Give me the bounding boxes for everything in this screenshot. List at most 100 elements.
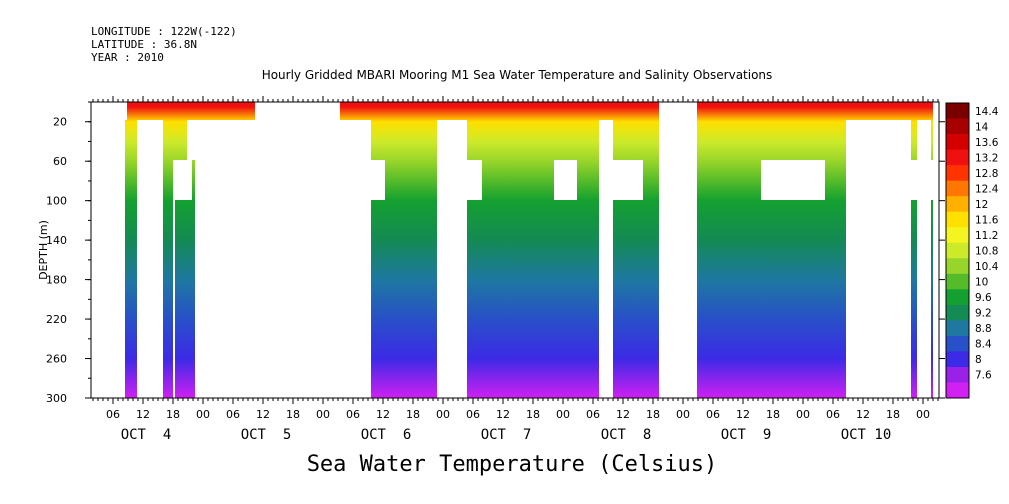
- y-tick-label: 20: [53, 116, 67, 129]
- day-label: OCT 7: [481, 427, 532, 443]
- x-tick-label: 12: [376, 408, 390, 421]
- colorbar-label: 8: [975, 354, 982, 366]
- x-tick-label: 06: [106, 408, 120, 421]
- x-tick-label: 12: [136, 408, 150, 421]
- colorbar-label: 10.4: [975, 261, 999, 273]
- x-tick-label: 06: [226, 408, 240, 421]
- colorbar-swatch: [946, 335, 969, 352]
- colorbar-label: 14.4: [975, 106, 999, 118]
- x-tick-label: 00: [316, 408, 330, 421]
- colorbar-swatch: [946, 273, 969, 290]
- colorbar-swatch: [946, 165, 969, 182]
- colorbar-label: 10: [975, 277, 988, 289]
- colorbar-swatch: [946, 118, 969, 135]
- colorbar-swatch: [946, 196, 969, 213]
- colorbar-swatch: [946, 242, 969, 259]
- colorbar-swatch: [946, 103, 969, 120]
- x-tick-label: 00: [436, 408, 450, 421]
- day-label: OCT 9: [721, 427, 772, 443]
- x-tick-label: 00: [676, 408, 690, 421]
- missing-data-mask: [659, 102, 697, 398]
- x-tick-label: 06: [466, 408, 480, 421]
- colorbar-label: 12.8: [975, 168, 998, 180]
- colorbar-swatch: [946, 211, 969, 228]
- x-tick-label: 06: [586, 408, 600, 421]
- missing-data-mask: [316, 120, 371, 398]
- day-label: OCT 10: [841, 427, 892, 443]
- missing-data-mask: [599, 120, 613, 398]
- x-tick-label: 12: [736, 408, 750, 421]
- y-axis-label: DEPTH (m): [37, 220, 50, 280]
- missing-data-mask: [207, 160, 211, 398]
- missing-data-mask: [554, 160, 577, 200]
- missing-data-mask: [125, 102, 127, 120]
- x-tick-label: 00: [556, 408, 570, 421]
- missing-data-mask: [195, 120, 255, 398]
- colorbar-label: 11.2: [975, 230, 998, 242]
- colorbar-label: 7.6: [975, 370, 992, 382]
- colorbar-frame: [945, 102, 970, 399]
- x-tick-label: 18: [646, 408, 660, 421]
- colorbar-swatch: [946, 320, 969, 337]
- colorbar-label: 12: [975, 199, 988, 211]
- colorbar-label: 8.8: [975, 323, 992, 335]
- x-tick-label: 18: [526, 408, 540, 421]
- colorbar-label: 13.2: [975, 152, 998, 164]
- missing-data-mask: [187, 120, 207, 160]
- x-tick-label: 06: [706, 408, 720, 421]
- colorbar-swatch: [946, 180, 969, 197]
- x-tick-label: 12: [256, 408, 270, 421]
- plot-frame: [90, 101, 940, 399]
- colorbar-label: 12.4: [975, 183, 999, 195]
- missing-data-mask: [255, 102, 325, 398]
- missing-data-mask: [235, 120, 255, 160]
- x-tick-label: 18: [766, 408, 780, 421]
- missing-data-mask: [175, 160, 192, 200]
- x-tick-label: 18: [286, 408, 300, 421]
- colorbar-label: 11.6: [975, 214, 999, 226]
- day-label: OCT 8: [601, 427, 652, 443]
- colorbar-label: 8.4: [975, 339, 992, 351]
- missing-data-mask: [91, 102, 125, 398]
- x-tick-label: 18: [886, 408, 900, 421]
- colorbar-swatch: [946, 258, 969, 275]
- colorbar-swatch: [946, 289, 969, 306]
- x-tick-label: 18: [166, 408, 180, 421]
- x-tick-label: 12: [856, 408, 870, 421]
- missing-data-mask: [933, 102, 939, 398]
- y-tick-label: 220: [46, 313, 67, 326]
- missing-data-mask: [316, 102, 340, 120]
- longitude-label: LONGITUDE : 122W(-122): [91, 25, 237, 38]
- y-tick-label: 300: [46, 392, 67, 405]
- latitude-label: LATITUDE : 36.8N: [91, 38, 197, 51]
- missing-data-mask: [613, 160, 643, 200]
- missing-data-mask: [437, 120, 467, 398]
- colorbar-swatch: [946, 382, 969, 399]
- missing-data-mask: [680, 102, 694, 120]
- missing-data-mask: [150, 120, 163, 398]
- missing-data-mask: [370, 160, 385, 200]
- colorbar-label: 14: [975, 121, 989, 133]
- colorbar-label: 9.6: [975, 292, 992, 304]
- colorbar-swatch: [946, 149, 969, 166]
- missing-data-mask: [911, 160, 933, 200]
- colorbar-swatch: [946, 134, 969, 151]
- day-label: OCT 4: [121, 427, 172, 443]
- missing-data-mask: [173, 160, 175, 398]
- missing-data-mask: [137, 120, 149, 398]
- y-tick-label: 140: [46, 234, 67, 247]
- colorbar-swatch: [946, 304, 969, 321]
- x-tick-label: 06: [826, 408, 840, 421]
- x-tick-label: 00: [196, 408, 210, 421]
- missing-data-mask: [149, 120, 150, 398]
- colorbar-swatch: [946, 351, 969, 368]
- colorbar-label: 10.8: [975, 246, 998, 258]
- day-label: OCT 6: [361, 427, 412, 443]
- missing-data-mask: [761, 160, 825, 200]
- x-tick-label: 00: [796, 408, 810, 421]
- day-label: OCT 5: [241, 427, 292, 443]
- y-tick-label: 60: [53, 155, 67, 168]
- colorbar-swatch: [946, 227, 969, 244]
- x-tick-label: 12: [496, 408, 510, 421]
- colorbar-label: 9.2: [975, 308, 992, 320]
